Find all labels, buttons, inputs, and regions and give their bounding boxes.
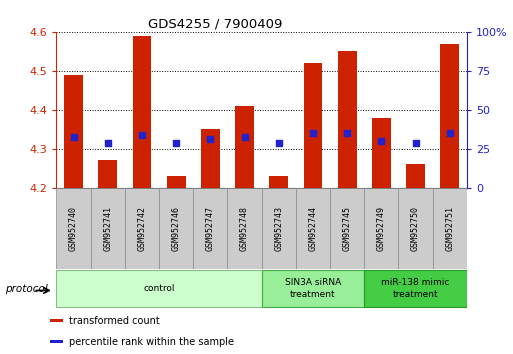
- Text: GSM952749: GSM952749: [377, 206, 386, 251]
- Bar: [440, 44, 459, 188]
- Point: [377, 138, 385, 144]
- Point: [446, 130, 454, 136]
- Text: GSM952750: GSM952750: [411, 206, 420, 251]
- Bar: [64, 75, 83, 188]
- Text: GSM952746: GSM952746: [172, 206, 181, 251]
- Bar: [262, 188, 296, 269]
- Bar: [125, 188, 159, 269]
- Bar: [50, 319, 63, 322]
- Point: [343, 130, 351, 136]
- Point: [172, 140, 180, 145]
- Text: GSM952751: GSM952751: [445, 206, 454, 251]
- Point: [309, 130, 317, 136]
- Bar: [91, 188, 125, 269]
- Bar: [56, 188, 91, 269]
- Bar: [98, 160, 117, 188]
- Bar: [338, 51, 357, 188]
- Bar: [296, 188, 330, 269]
- Bar: [235, 106, 254, 188]
- Text: GSM952748: GSM952748: [240, 206, 249, 251]
- Bar: [364, 270, 467, 307]
- Bar: [269, 176, 288, 188]
- Text: GSM952741: GSM952741: [103, 206, 112, 251]
- Text: SIN3A siRNA
treatment: SIN3A siRNA treatment: [285, 279, 341, 298]
- Bar: [262, 270, 364, 307]
- Bar: [364, 188, 399, 269]
- Text: GSM952745: GSM952745: [343, 206, 351, 251]
- Text: percentile rank within the sample: percentile rank within the sample: [69, 337, 234, 347]
- Bar: [159, 188, 193, 269]
- Text: GSM952743: GSM952743: [274, 206, 283, 251]
- Text: GDS4255 / 7900409: GDS4255 / 7900409: [148, 18, 283, 31]
- Bar: [330, 188, 364, 269]
- Bar: [372, 118, 391, 188]
- Text: GSM952744: GSM952744: [308, 206, 318, 251]
- Point: [104, 140, 112, 145]
- Point: [138, 132, 146, 138]
- Bar: [406, 164, 425, 188]
- Bar: [432, 188, 467, 269]
- Bar: [193, 188, 227, 269]
- Bar: [56, 270, 262, 307]
- Bar: [50, 340, 63, 343]
- Point: [274, 140, 283, 145]
- Text: control: control: [143, 284, 175, 293]
- Point: [206, 136, 214, 142]
- Text: GSM952740: GSM952740: [69, 206, 78, 251]
- Bar: [399, 188, 432, 269]
- Text: protocol: protocol: [5, 284, 48, 293]
- Bar: [132, 36, 151, 188]
- Text: GSM952742: GSM952742: [137, 206, 146, 251]
- Point: [411, 140, 420, 145]
- Text: transformed count: transformed count: [69, 316, 160, 326]
- Point: [69, 134, 77, 140]
- Text: GSM952747: GSM952747: [206, 206, 215, 251]
- Bar: [201, 129, 220, 188]
- Bar: [227, 188, 262, 269]
- Bar: [167, 176, 186, 188]
- Bar: [304, 63, 322, 188]
- Point: [241, 134, 249, 140]
- Text: miR-138 mimic
treatment: miR-138 mimic treatment: [381, 279, 450, 298]
